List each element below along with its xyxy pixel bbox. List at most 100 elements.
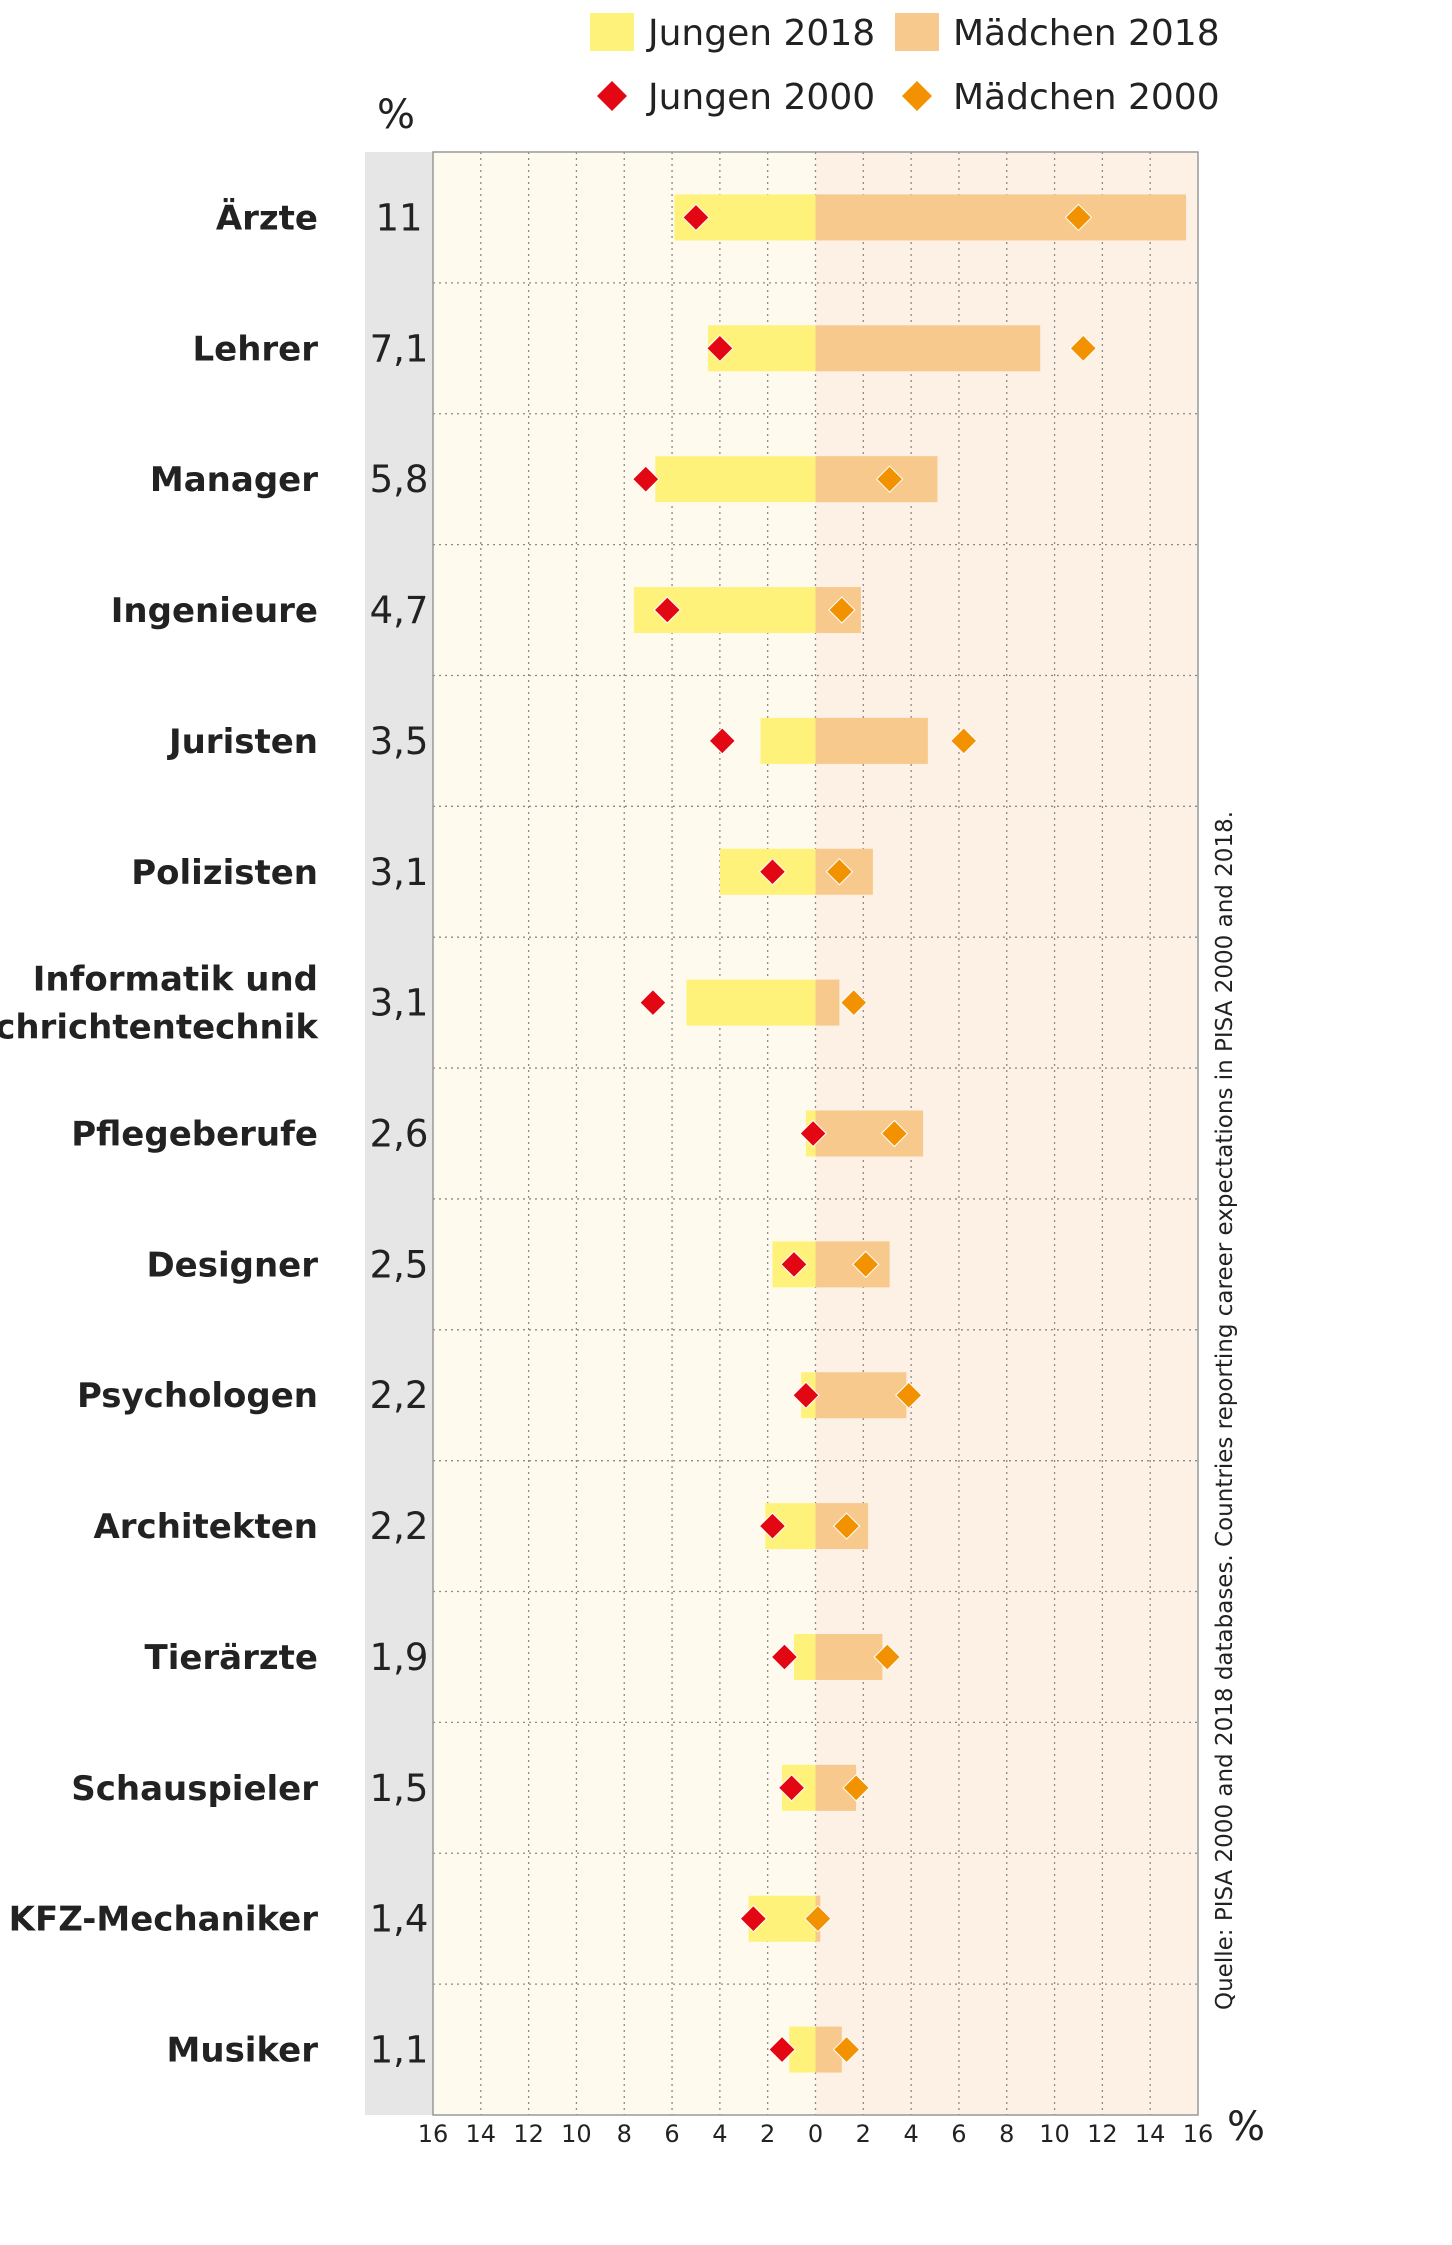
- legend-label-m-dchen-2000: Mädchen 2000: [953, 77, 1220, 118]
- marker-m-dchen-2000: [1069, 334, 1097, 363]
- category-label: Informatik und: [33, 960, 318, 1000]
- legend: Jungen 2018 Mädchen 2018 Jungen 2000 Mädche…: [590, 13, 1220, 118]
- x-tick-label: 6: [951, 2120, 966, 2148]
- marker-jungen-2000: [706, 334, 734, 363]
- x-axis-ticks: 16 14 12 10 8 6 4 2 0 2 4 6 8 10 12 14 16: [418, 2120, 1214, 2148]
- marker-m-dchen-2000: [950, 727, 978, 755]
- marker-m-dchen-2000: [825, 858, 854, 886]
- total-value: 2,5: [370, 1243, 429, 1286]
- category-label: KFZ-Mechaniker: [9, 1900, 319, 1940]
- total-value: 2,6: [370, 1113, 429, 1156]
- bar-m-dchen-2018: [815, 979, 840, 1026]
- x-tick-label: 12: [513, 2120, 544, 2148]
- total-value: 1,9: [370, 1636, 429, 1679]
- category-label: Juristen: [167, 722, 318, 762]
- category-label: Lehrer: [192, 329, 318, 369]
- x-tick-label: 14: [1135, 2120, 1166, 2148]
- total-value: 2,2: [370, 1374, 429, 1417]
- marker-m-dchen-2000: [851, 1250, 880, 1279]
- plot-background: [365, 152, 1198, 2115]
- total-value: 1,5: [370, 1767, 429, 1810]
- marker-m-dchen-2000: [880, 1119, 909, 1148]
- category-label: Polizisten: [131, 853, 318, 893]
- marker-jungen-2000: [739, 1904, 768, 1933]
- x-tick-label: 16: [1183, 2120, 1214, 2148]
- category-label: Pflegeberufe: [71, 1115, 318, 1155]
- x-tick-label: 8: [617, 2120, 632, 2148]
- marker-jungen-2000: [653, 596, 681, 624]
- category-label: Schauspieler: [71, 1769, 318, 1809]
- plot-frame: [432, 151, 1199, 2116]
- total-unit-label: %: [377, 92, 415, 138]
- marker-jungen-2000: [758, 858, 787, 886]
- category-label: Tierärzte: [145, 1638, 319, 1678]
- legend-label-jungen-2000: Jungen 2000: [646, 77, 875, 118]
- bar-m-dchen-2018: [815, 1372, 907, 1419]
- marker-m-dchen-2000: [828, 596, 856, 624]
- x-tick-label: 4: [903, 2120, 918, 2148]
- marker-m-dchen-2000: [875, 465, 904, 493]
- marker-m-dchen-2000: [873, 1643, 901, 1671]
- category-label: Manager: [150, 460, 318, 500]
- marker-jungen-2000: [799, 1119, 827, 1148]
- legend-swatch-m-dchen-2018: [895, 13, 939, 51]
- source-note: Quelle: PISA 2000 and 2018 databases. Co…: [1212, 811, 1238, 2010]
- total-value: 1,1: [370, 2029, 429, 2072]
- marker-jungen-2000: [758, 1512, 787, 1540]
- bar-jungen-2018: [760, 717, 816, 764]
- marker-m-dchen-2000: [840, 988, 868, 1017]
- total-value: 3,1: [370, 851, 429, 894]
- marker-m-dchen-2000: [832, 2035, 861, 2064]
- bar-m-dchen-2018: [815, 1633, 883, 1680]
- legend-swatch-jungen-2018: [590, 13, 634, 51]
- category-label: Nachrichtentechnik: [0, 1008, 319, 1048]
- total-value: 5,8: [370, 458, 429, 501]
- legend-label-jungen-2018: Jungen 2018: [646, 13, 875, 54]
- x-tick-label: 12: [1087, 2120, 1118, 2148]
- category-label: Ingenieure: [111, 591, 318, 631]
- bar-jungen-2018: [686, 979, 816, 1026]
- total-value: 3,1: [370, 982, 429, 1025]
- category-label: Psychologen: [77, 1376, 318, 1416]
- x-tick-label: 0: [808, 2120, 823, 2148]
- total-value: 4,7: [370, 589, 429, 632]
- marker-jungen-2000: [777, 1774, 806, 1802]
- x-axis-unit-label: %: [1227, 2104, 1265, 2150]
- marker-jungen-2000: [639, 988, 667, 1017]
- legend-swatch-jungen-2000: [597, 81, 627, 111]
- x-tick-label: 16: [418, 2120, 449, 2148]
- legend-label-m-dchen-2018: Mädchen 2018: [953, 13, 1220, 54]
- x-tick-label: 8: [999, 2120, 1014, 2148]
- x-tick-label: 4: [712, 2120, 727, 2148]
- marker-jungen-2000: [682, 203, 710, 232]
- bar-m-dchen-2018: [815, 717, 928, 764]
- category-label: Ärzte: [216, 197, 318, 238]
- x-tick-label: 14: [466, 2120, 497, 2148]
- x-tick-label: 6: [664, 2120, 679, 2148]
- marker-m-dchen-2000: [832, 1512, 861, 1540]
- marker-m-dchen-2000: [842, 1774, 870, 1802]
- category-label: Musiker: [167, 2031, 319, 2071]
- marker-jungen-2000: [708, 727, 736, 755]
- category-label: Architekten: [93, 1507, 318, 1547]
- bar-jungen-2018: [655, 456, 816, 503]
- total-value: 1,4: [370, 1898, 429, 1941]
- total-value: 7,1: [370, 327, 429, 370]
- marker-m-dchen-2000: [804, 1904, 832, 1933]
- bar-m-dchen-2018: [815, 325, 1041, 372]
- marker-m-dchen-2000: [1064, 203, 1093, 232]
- x-tick-label: 2: [856, 2120, 871, 2148]
- marker-jungen-2000: [770, 1643, 799, 1671]
- total-value: 3,5: [370, 720, 429, 763]
- marker-jungen-2000: [792, 1381, 820, 1409]
- total-values: 11 7,1 5,8 4,7 3,5 3,1 3,1 2,6 2,5 2,2 2,2 1,9 1,5 1,…: [370, 196, 429, 2071]
- category-label: Designer: [146, 1245, 318, 1285]
- marker-jungen-2000: [768, 2035, 796, 2064]
- marker-jungen-2000: [632, 465, 660, 493]
- total-value: 2,2: [370, 1505, 429, 1548]
- x-tick-label: 10: [561, 2120, 592, 2148]
- bar-m-dchen-2018: [815, 194, 1187, 241]
- category-labels: Ärzte Lehrer Manager Ingenieure Juristen Poli…: [0, 197, 319, 2070]
- marker-m-dchen-2000: [895, 1381, 923, 1409]
